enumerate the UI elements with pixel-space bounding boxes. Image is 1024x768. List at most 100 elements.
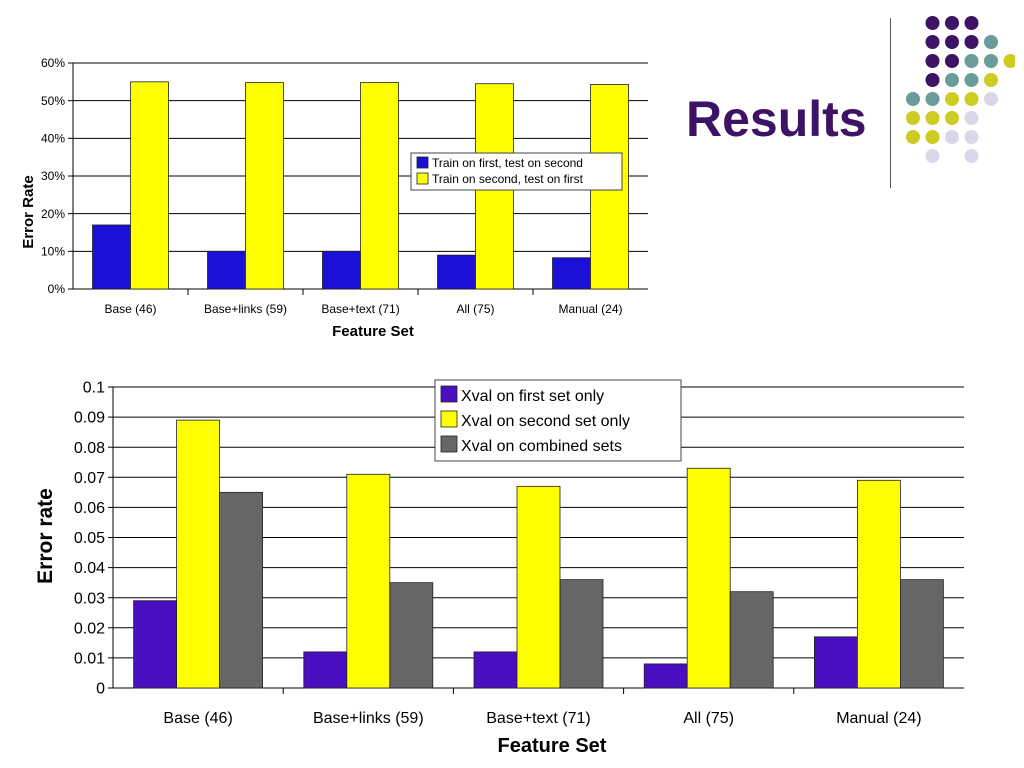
legend-label: Xval on second set only <box>461 413 630 430</box>
bar <box>473 651 518 689</box>
y-tick-label: 30% <box>41 169 65 183</box>
bar <box>219 491 264 689</box>
bar <box>686 467 731 689</box>
bar <box>176 419 221 689</box>
y-tick-label: 0% <box>48 282 66 296</box>
y-tick-label: 0.07 <box>74 470 105 487</box>
x-tick-label: Manual (24) <box>558 302 622 316</box>
x-tick-label: Manual (24) <box>836 710 921 727</box>
decorative-dot <box>984 35 998 49</box>
legend-swatch <box>440 385 458 403</box>
decorative-dot <box>945 111 959 125</box>
legend-swatch <box>416 172 429 185</box>
bar <box>130 81 169 290</box>
decorative-dot <box>906 92 920 106</box>
legend-swatch <box>440 435 458 453</box>
legend-swatch <box>416 156 429 169</box>
decorative-dot <box>964 111 979 125</box>
legend-label: Xval on first set only <box>461 388 604 405</box>
decorative-dot <box>925 73 940 87</box>
y-tick-label: 40% <box>41 132 65 146</box>
bar <box>857 479 901 689</box>
decorative-dot <box>945 35 959 49</box>
decorative-dot <box>945 130 959 144</box>
bar <box>552 257 591 290</box>
bar <box>729 591 774 689</box>
decorative-dot <box>964 92 979 106</box>
decorative-dot <box>984 54 998 68</box>
x-tick-label: Base+links (59) <box>204 302 287 316</box>
decorative-dot <box>964 130 979 144</box>
decorative-dot <box>945 54 959 68</box>
bar <box>900 579 944 689</box>
decorative-dot <box>964 54 979 68</box>
decorative-dot <box>925 130 940 144</box>
slide-title: Results <box>686 91 867 147</box>
decorative-dot <box>925 54 940 68</box>
decorative-dot <box>964 16 979 30</box>
decorative-dot <box>925 149 940 163</box>
bar <box>92 224 131 290</box>
bar <box>133 600 178 689</box>
x-axis-label: Feature Set <box>498 735 607 757</box>
bar <box>814 636 858 689</box>
decorative-dot <box>925 92 940 106</box>
legend: Train on first, test on second Train on s… <box>410 152 623 191</box>
top-bar-chart: 0% 10% 20% 30% 40% 50% 60% Base (46) Base+links … <box>20 56 648 340</box>
decorative-dot <box>925 16 940 30</box>
x-tick-label: Base+links (59) <box>313 710 424 727</box>
y-tick-label: 0.02 <box>74 620 105 637</box>
decorative-dot <box>964 149 979 163</box>
bar <box>516 485 561 689</box>
decorative-dot <box>984 73 998 87</box>
y-tick-label: 0.06 <box>74 500 105 517</box>
bar <box>643 663 688 689</box>
decorative-dot <box>964 73 979 87</box>
bottom-bar-chart: 0 0.01 0.02 0.03 0.04 0.05 0.06 0.07 0.08 0.09 0.1… <box>34 379 964 757</box>
y-tick-label: 60% <box>41 56 65 70</box>
y-tick-label: 0.01 <box>74 651 105 668</box>
legend-label: Train on first, test on second <box>432 156 583 170</box>
y-tick-label: 0.08 <box>74 440 105 457</box>
decorative-dot <box>945 16 959 30</box>
x-tick-label: Base+text (71) <box>321 302 399 316</box>
y-tick-label: 0.09 <box>74 410 105 427</box>
y-tick-label: 0.1 <box>83 380 105 397</box>
x-axis-label: Feature Set <box>332 323 414 340</box>
x-tick-label: Base (46) <box>163 710 232 727</box>
decorative-dot <box>1003 54 1015 68</box>
bar <box>437 254 476 290</box>
decorative-dot-grid <box>906 16 1015 163</box>
decorative-dot <box>925 35 940 49</box>
decorative-dot <box>964 35 979 49</box>
y-tick-label: 0 <box>96 681 105 698</box>
title-divider <box>890 18 891 188</box>
x-tick-label: Base (46) <box>104 302 156 316</box>
decorative-dot <box>984 92 998 106</box>
y-tick-label: 10% <box>41 245 65 259</box>
y-tick-label: 0.05 <box>74 530 105 547</box>
bar <box>346 473 391 689</box>
decorative-dot <box>906 130 920 144</box>
x-tick-label: All (75) <box>456 302 494 316</box>
bar <box>389 582 434 689</box>
y-tick-label: 50% <box>41 94 65 108</box>
legend-label: Xval on combined sets <box>461 438 622 455</box>
decorative-dot <box>945 92 959 106</box>
bar <box>322 250 361 290</box>
legend-box <box>410 152 623 191</box>
x-tick-label: All (75) <box>683 710 734 727</box>
y-tick-label: 20% <box>41 207 65 221</box>
bar <box>559 579 604 689</box>
legend: Xval on first set only Xval on second set… <box>434 379 682 462</box>
decorative-dot <box>925 111 940 125</box>
x-tick-label: Base+text (71) <box>486 710 591 727</box>
bar <box>207 250 246 290</box>
legend-label: Train on second, test on first <box>432 172 584 186</box>
y-axis-label: Error rate <box>34 488 57 584</box>
legend-box <box>434 379 682 462</box>
bar <box>360 82 399 290</box>
decorative-dot <box>906 111 920 125</box>
legend-swatch <box>440 410 458 428</box>
y-tick-label: 0.03 <box>74 590 105 607</box>
